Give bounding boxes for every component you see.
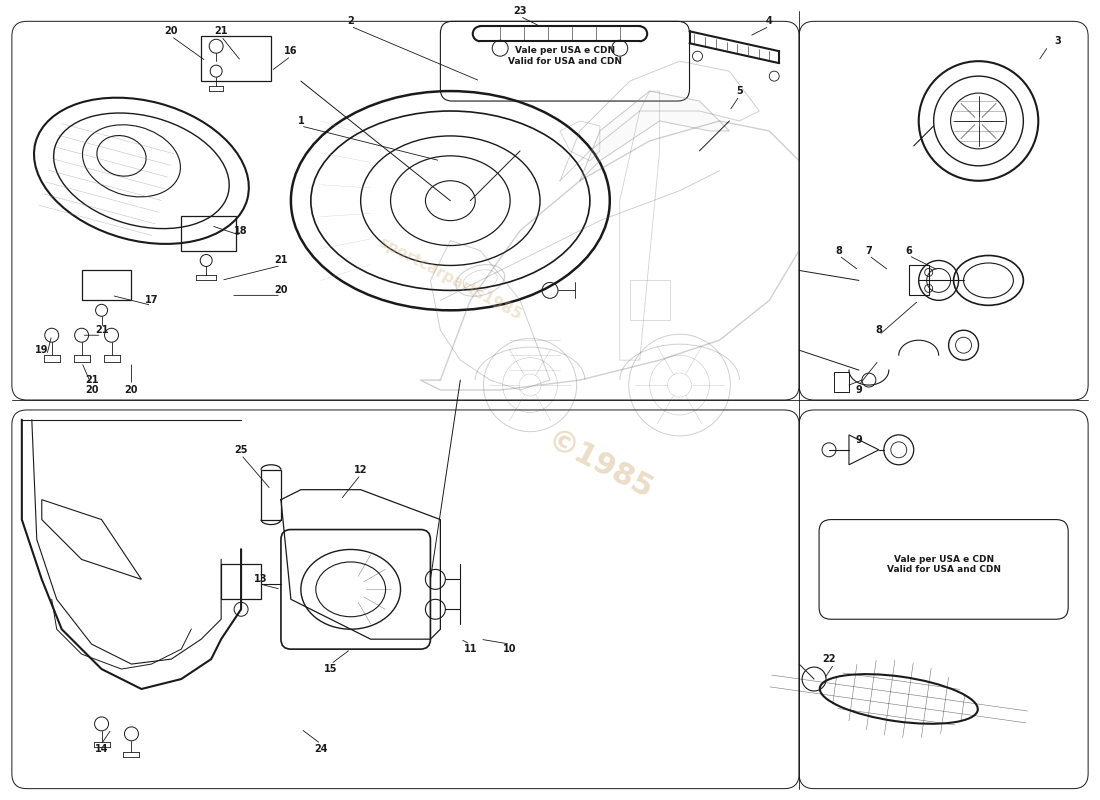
Text: ©1985: ©1985 [542,426,658,506]
Text: 20: 20 [85,385,98,395]
Text: 23: 23 [514,6,527,16]
Text: Vale per USA e CDN
Valid for USA and CDN: Vale per USA e CDN Valid for USA and CDN [887,554,1001,574]
Text: 18: 18 [234,226,248,235]
Bar [909,266,928,295]
Text: 15: 15 [324,664,338,674]
Text: 3: 3 [1055,36,1061,46]
Text: 25: 25 [234,445,248,455]
Bar [261,470,280,519]
Text: 6: 6 [905,246,912,255]
Text: 9: 9 [856,435,862,445]
Text: 21: 21 [85,375,98,385]
Text: 20: 20 [274,286,288,295]
Text: 17: 17 [144,295,158,306]
Text: 21: 21 [95,326,108,335]
Text: 1: 1 [297,116,305,126]
Text: sportcarparts1985: sportcarparts1985 [376,235,525,323]
Text: 7: 7 [866,246,872,255]
Text: 14: 14 [95,744,108,754]
Text: 4: 4 [766,16,772,26]
Text: 16: 16 [284,46,298,56]
Bar [182,216,236,250]
Text: 21: 21 [214,26,228,36]
Text: 12: 12 [354,465,367,474]
Bar [201,36,271,81]
Text: 21: 21 [274,255,288,266]
Text: 2: 2 [348,16,354,26]
Text: 22: 22 [823,654,836,664]
Bar [221,565,261,599]
Polygon shape [580,91,729,181]
Text: 13: 13 [254,574,267,584]
Text: 20: 20 [165,26,178,36]
Bar [81,270,132,300]
Text: 11: 11 [463,644,477,654]
Text: 20: 20 [124,385,139,395]
Text: 8: 8 [876,326,882,335]
Bar [834,372,849,392]
Text: 19: 19 [35,345,48,355]
Text: 8: 8 [836,246,843,255]
Text: 9: 9 [856,385,862,395]
Text: 10: 10 [504,644,517,654]
Text: 24: 24 [314,744,328,754]
Text: 5: 5 [736,86,743,96]
Text: Vale per USA e CDN
Valid for USA and CDN: Vale per USA e CDN Valid for USA and CDN [508,46,622,66]
